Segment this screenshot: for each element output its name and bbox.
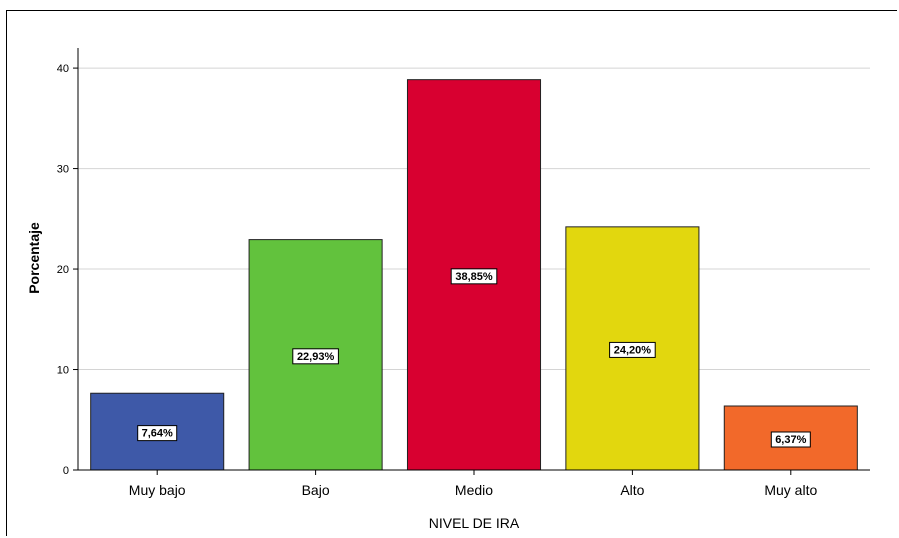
data-label-box [292, 348, 339, 365]
y-axis-label: Porcentaje [26, 222, 42, 294]
data-label-box [450, 268, 498, 285]
x-tick-label: Alto [620, 482, 644, 498]
data-label-box [137, 425, 178, 442]
x-tick-label: Medio [455, 482, 493, 498]
data-label: 7,64% [142, 428, 173, 440]
y-tick-label: 0 [63, 465, 69, 477]
x-axis-label: NIVEL DE IRA [429, 515, 520, 531]
x-tick-label: Muy alto [764, 482, 817, 498]
y-tick-label: 40 [57, 63, 69, 75]
y-axis-ticks: 0 10 20 30 40 [57, 63, 78, 477]
y-tick-label: 10 [57, 365, 69, 377]
data-label-box [770, 431, 811, 448]
x-tick-label: Muy bajo [129, 482, 186, 498]
data-label: 38,85% [455, 271, 493, 283]
x-axis-ticks: Muy bajo Bajo Medio Alto Muy alto [129, 470, 817, 498]
data-labels: 7,64% 22,93% 38,85% 24,20% 6,37% [137, 268, 811, 448]
data-label: 6,37% [775, 434, 806, 446]
data-label-box [609, 341, 656, 358]
y-tick-label: 20 [57, 264, 69, 276]
y-tick-label: 30 [57, 164, 69, 176]
data-label: 22,93% [297, 351, 335, 363]
data-label: 24,20% [614, 344, 652, 356]
x-tick-label: Bajo [302, 482, 330, 498]
